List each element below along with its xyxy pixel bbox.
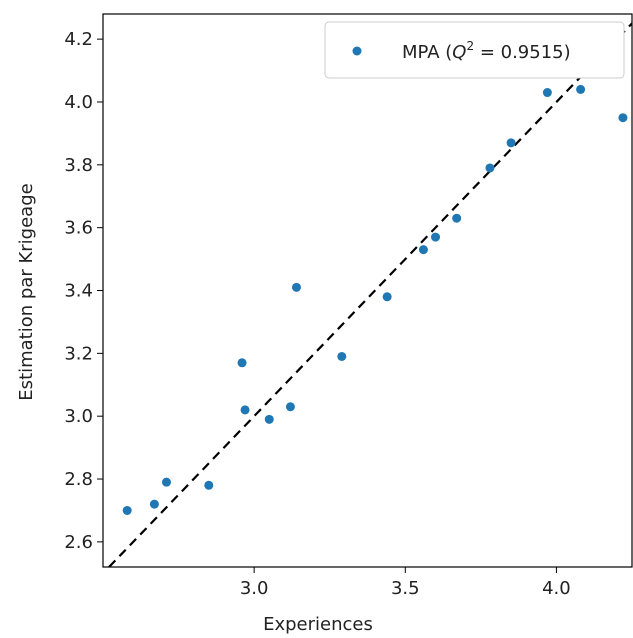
data-point: [576, 84, 586, 94]
y-tick-label: 2.8: [64, 469, 93, 490]
y-axis-label: Estimation par Krigeage: [16, 183, 37, 400]
data-point: [485, 163, 495, 173]
data-point: [237, 358, 247, 368]
data-point: [506, 138, 516, 148]
legend: MPA (Q2 = 0.9515): [324, 21, 625, 79]
data-point: [161, 477, 171, 487]
legend-marker: [352, 46, 362, 56]
y-tick-label: 3.6: [64, 218, 93, 239]
data-point: [337, 351, 347, 361]
reference-line: [108, 22, 632, 567]
data-point: [418, 245, 428, 255]
plot-area: 3.0 3.5 4.0 2.6 2.8 3.0 3.2 3.4 3.6 3.8 4.0 4.2: [64, 13, 633, 599]
legend-label: MPA (Q2 = 0.9515): [402, 39, 571, 63]
data-point: [264, 414, 274, 424]
y-tick-label: 4.2: [64, 29, 93, 50]
data-point: [542, 88, 552, 98]
legend-box: [324, 21, 625, 79]
x-axis-label: Experiences: [263, 614, 373, 635]
data-point: [285, 402, 295, 412]
x-tick-label: 3.0: [240, 578, 269, 599]
data-point: [240, 405, 250, 415]
y-tick-label: 3.0: [64, 406, 93, 427]
y-tick-label: 3.4: [64, 281, 93, 302]
data-point: [204, 480, 214, 490]
data-point: [452, 213, 462, 223]
data-point: [291, 282, 301, 292]
plot-frame: [102, 13, 633, 568]
x-tick-label: 4.0: [542, 578, 571, 599]
data-point: [122, 505, 132, 515]
y-tick-label: 3.8: [64, 155, 93, 176]
data-point: [618, 113, 628, 123]
y-tick-label: 3.2: [64, 343, 93, 364]
data-point: [149, 499, 159, 509]
y-tick-label: 2.6: [64, 532, 93, 553]
data-point: [382, 292, 392, 302]
data-point: [431, 232, 441, 242]
y-tick-label: 4.0: [64, 92, 93, 113]
x-tick-label: 3.5: [391, 578, 420, 599]
